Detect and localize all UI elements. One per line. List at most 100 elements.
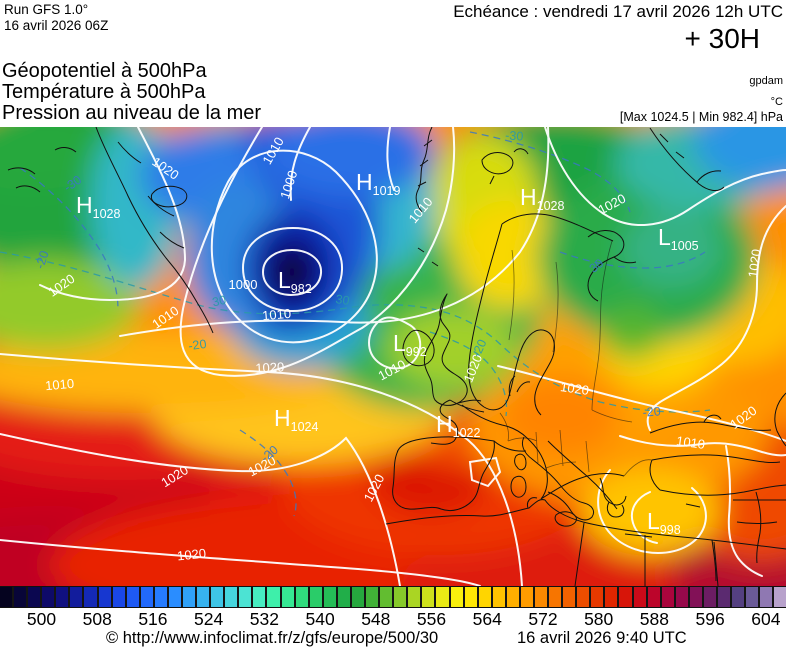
colorbar-segment	[281, 587, 296, 607]
colorbar-segment	[98, 587, 113, 607]
run-model-label: Run GFS 1.0°	[4, 2, 89, 17]
temp-label--20: -20	[33, 249, 52, 271]
colorbar-segment	[436, 587, 451, 607]
temp-label-30: 30	[211, 293, 228, 310]
colorbar-segment	[0, 587, 15, 607]
map-title-temperature: Température à 500hPa	[2, 81, 206, 103]
colorbar-segment	[154, 587, 169, 607]
pressure-minmax-label: [Max 1024.5 | Min 982.4] hPa	[619, 110, 783, 124]
colorbar-segment	[295, 587, 310, 607]
colorbar-segment	[760, 587, 775, 607]
isobar-label-1010: 1010	[262, 306, 292, 323]
colorbar-segment	[126, 587, 141, 607]
pressure-center-H1019: H1019	[356, 169, 400, 198]
weather-map: H1028 H1019 H1028 L1005 L982 L992 H1024 H1022 L9…	[0, 127, 786, 586]
colorbar-segment	[534, 587, 550, 607]
colorbar-segment	[140, 587, 155, 607]
colorbar-tick-588: 588	[639, 609, 669, 629]
colorbar-segment	[746, 587, 761, 607]
isobar-label-1020: 1020	[559, 379, 590, 398]
isobar-label-1020: 1020	[255, 359, 285, 375]
colorbar-segment	[732, 587, 747, 607]
pressure-center-L998: L998	[647, 508, 681, 537]
weather-map-canvas: H1028 H1019 H1028 L1005 L982 L992 H1024 H1022 L9…	[0, 127, 786, 586]
unit-geopotential-label: gpdam	[749, 75, 783, 87]
temp-label--20: -20	[188, 337, 208, 353]
map-title-pressure: Pression au niveau de la mer	[2, 102, 262, 124]
colorbar-tick-604: 604	[751, 609, 781, 629]
colorbar-segment	[675, 587, 690, 607]
colorbar-segment	[267, 587, 282, 607]
colorbar-segment	[42, 587, 57, 607]
colorbar-segment	[309, 587, 324, 607]
unit-temperature-label: °C	[770, 96, 783, 108]
colorbar-segment	[253, 587, 268, 607]
isobars	[0, 127, 786, 586]
colorbar-tick-500: 500	[26, 609, 57, 629]
temp-label--30: -30	[505, 128, 524, 143]
colorbar-tick-564: 564	[472, 609, 502, 629]
colorbar-segment	[478, 587, 493, 607]
lead-time-label: + 30H	[684, 23, 761, 54]
colorbar-segment	[323, 587, 338, 607]
colorbar-segment	[337, 587, 352, 607]
colorbar-segment	[563, 587, 578, 607]
colorbar-tick-596: 596	[695, 609, 725, 629]
colorbar-segment	[577, 587, 592, 607]
pressure-center-L992: L992	[393, 330, 427, 359]
run-date-label: 16 avril 2026 06Z	[4, 18, 109, 33]
colorbar-segment	[647, 587, 662, 607]
colorbar-segment	[28, 587, 43, 607]
footer-copyright: © http://www.infoclimat.fr/z/gfs/europe/…	[106, 629, 439, 647]
isobar-label-1010: 1010	[45, 376, 75, 393]
temp-label-30: 30	[587, 256, 607, 276]
colorbar-segment	[661, 587, 676, 607]
colorbar-segment	[703, 587, 718, 607]
colorbar-segment	[70, 587, 85, 607]
colorbar-tick-540: 540	[305, 609, 335, 629]
colorbar-segment	[84, 587, 99, 607]
colorbar-segment	[591, 587, 606, 607]
pressure-center-H1028: H1028	[76, 192, 120, 221]
pressure-center-H1028: H1028	[520, 184, 564, 213]
colorbar-segment	[56, 587, 71, 607]
colorbar-segment	[774, 587, 786, 607]
pressure-center-H1024: H1024	[274, 405, 318, 434]
pressure-center-H1022: H1022	[436, 411, 480, 440]
colorbar-segment	[633, 587, 648, 607]
colorbar-tick-524: 524	[194, 609, 224, 629]
map-title-geopotential: Géopotentiel à 500hPa	[2, 60, 207, 82]
colorbar-segment	[464, 587, 479, 607]
colorbar-segment	[506, 587, 521, 607]
isobar-label-1020: 1020	[176, 546, 206, 564]
colorbar-ticks: 500 508 516 524 532 540 548 556 564 572 580 588 596 6…	[0, 609, 786, 629]
colorbar-segment	[112, 587, 127, 607]
temp-label--20: -20	[642, 404, 661, 420]
colorbar-tick-580: 580	[584, 609, 614, 629]
colorbar-tick-548: 548	[361, 609, 391, 629]
colorbar-segment	[14, 587, 29, 607]
temp-label-30: 30	[335, 292, 351, 308]
colorbar-segment	[450, 587, 465, 607]
colorbar-tick-516: 516	[138, 609, 168, 629]
colorbar-segment	[351, 587, 367, 607]
temp-label--20: -20	[469, 337, 489, 359]
colorbar-tick-556: 556	[416, 609, 447, 629]
colorbar-segment	[619, 587, 634, 607]
colorbar	[0, 586, 786, 608]
colorbar-segment	[549, 587, 564, 607]
colorbar-segment	[422, 587, 437, 607]
pressure-center-L982: L982	[278, 267, 312, 296]
colorbar-segment	[717, 587, 733, 607]
colorbar-segment	[366, 587, 381, 607]
colorbar-tick-532: 532	[249, 609, 279, 629]
colorbar-tick-572: 572	[528, 609, 558, 629]
isobar-label-1020: 1020	[745, 248, 764, 279]
colorbar-tick-508: 508	[82, 609, 112, 629]
colorbar-segment	[520, 587, 535, 607]
coastlines	[7, 127, 786, 586]
isobar-label-1010: 1010	[675, 433, 706, 452]
colorbar-segment	[197, 587, 212, 607]
colorbar-segment	[380, 587, 395, 607]
